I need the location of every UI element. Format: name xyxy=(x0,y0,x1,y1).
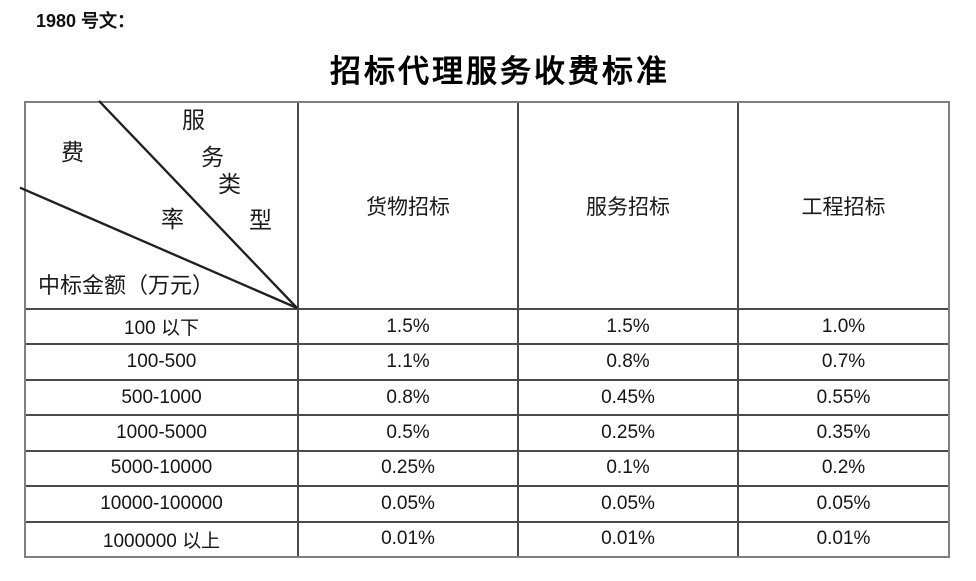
table-corner-cell: 服 务 类 型 费 率 中标金额（万元） xyxy=(19,100,298,310)
corner-amount-label: 中标金额（万元） xyxy=(38,273,215,298)
column-header-works: 工程招标 xyxy=(737,103,948,308)
row-label: 5000-10000 xyxy=(26,449,297,485)
fee-value: 0.2% xyxy=(737,449,948,486)
corner-char-service-2: 务 xyxy=(201,145,224,170)
row-label: 1000-5000 xyxy=(26,414,297,449)
row-label: 10000-100000 xyxy=(26,485,297,520)
row-label: 100-500 xyxy=(26,343,297,378)
fee-value: 0.45% xyxy=(517,378,737,415)
fee-value: 0.05% xyxy=(737,485,948,521)
doc-number-label: 1980 号文： xyxy=(36,11,136,31)
fee-value: 0.25% xyxy=(517,414,737,450)
diagonal-lines xyxy=(19,100,298,310)
fee-value: 0.8% xyxy=(517,343,737,379)
column-header-goods: 货物招标 xyxy=(297,103,517,308)
corner-char-service-4: 型 xyxy=(249,208,272,233)
row-label: 500-1000 xyxy=(26,378,297,414)
page-title: 招标代理服务收费标准 xyxy=(330,54,670,89)
corner-char-service-1: 服 xyxy=(182,108,205,133)
fee-value: 0.05% xyxy=(297,485,517,521)
corner-char-fee: 费 xyxy=(61,140,84,165)
fee-value: 0.1% xyxy=(517,449,737,486)
fee-value: 0.55% xyxy=(737,378,948,415)
fee-value: 0.25% xyxy=(297,449,517,486)
fee-value: 1.5% xyxy=(517,308,737,344)
fee-value: 0.35% xyxy=(737,414,948,450)
fee-value: 0.01% xyxy=(517,520,737,556)
fee-value: 0.8% xyxy=(297,378,517,415)
fee-value: 0.7% xyxy=(737,343,948,379)
corner-char-rate: 率 xyxy=(161,207,184,232)
fee-value: 0.01% xyxy=(737,520,948,556)
fee-table: 服 务 类 型 费 率 中标金额（万元） 货物招标 服务招标 工程招标 100 … xyxy=(19,100,950,558)
fee-value: 1.5% xyxy=(297,308,517,344)
fee-value: 1.0% xyxy=(737,308,948,344)
column-header-services: 服务招标 xyxy=(517,103,737,308)
fee-value: 0.01% xyxy=(297,520,517,556)
row-label: 100 以下 xyxy=(26,308,297,343)
fee-value: 1.1% xyxy=(297,343,517,379)
corner-char-service-3: 类 xyxy=(218,172,241,197)
fee-value: 0.5% xyxy=(297,414,517,450)
row-label: 1000000 以上 xyxy=(26,520,297,556)
fee-value: 0.05% xyxy=(517,485,737,521)
